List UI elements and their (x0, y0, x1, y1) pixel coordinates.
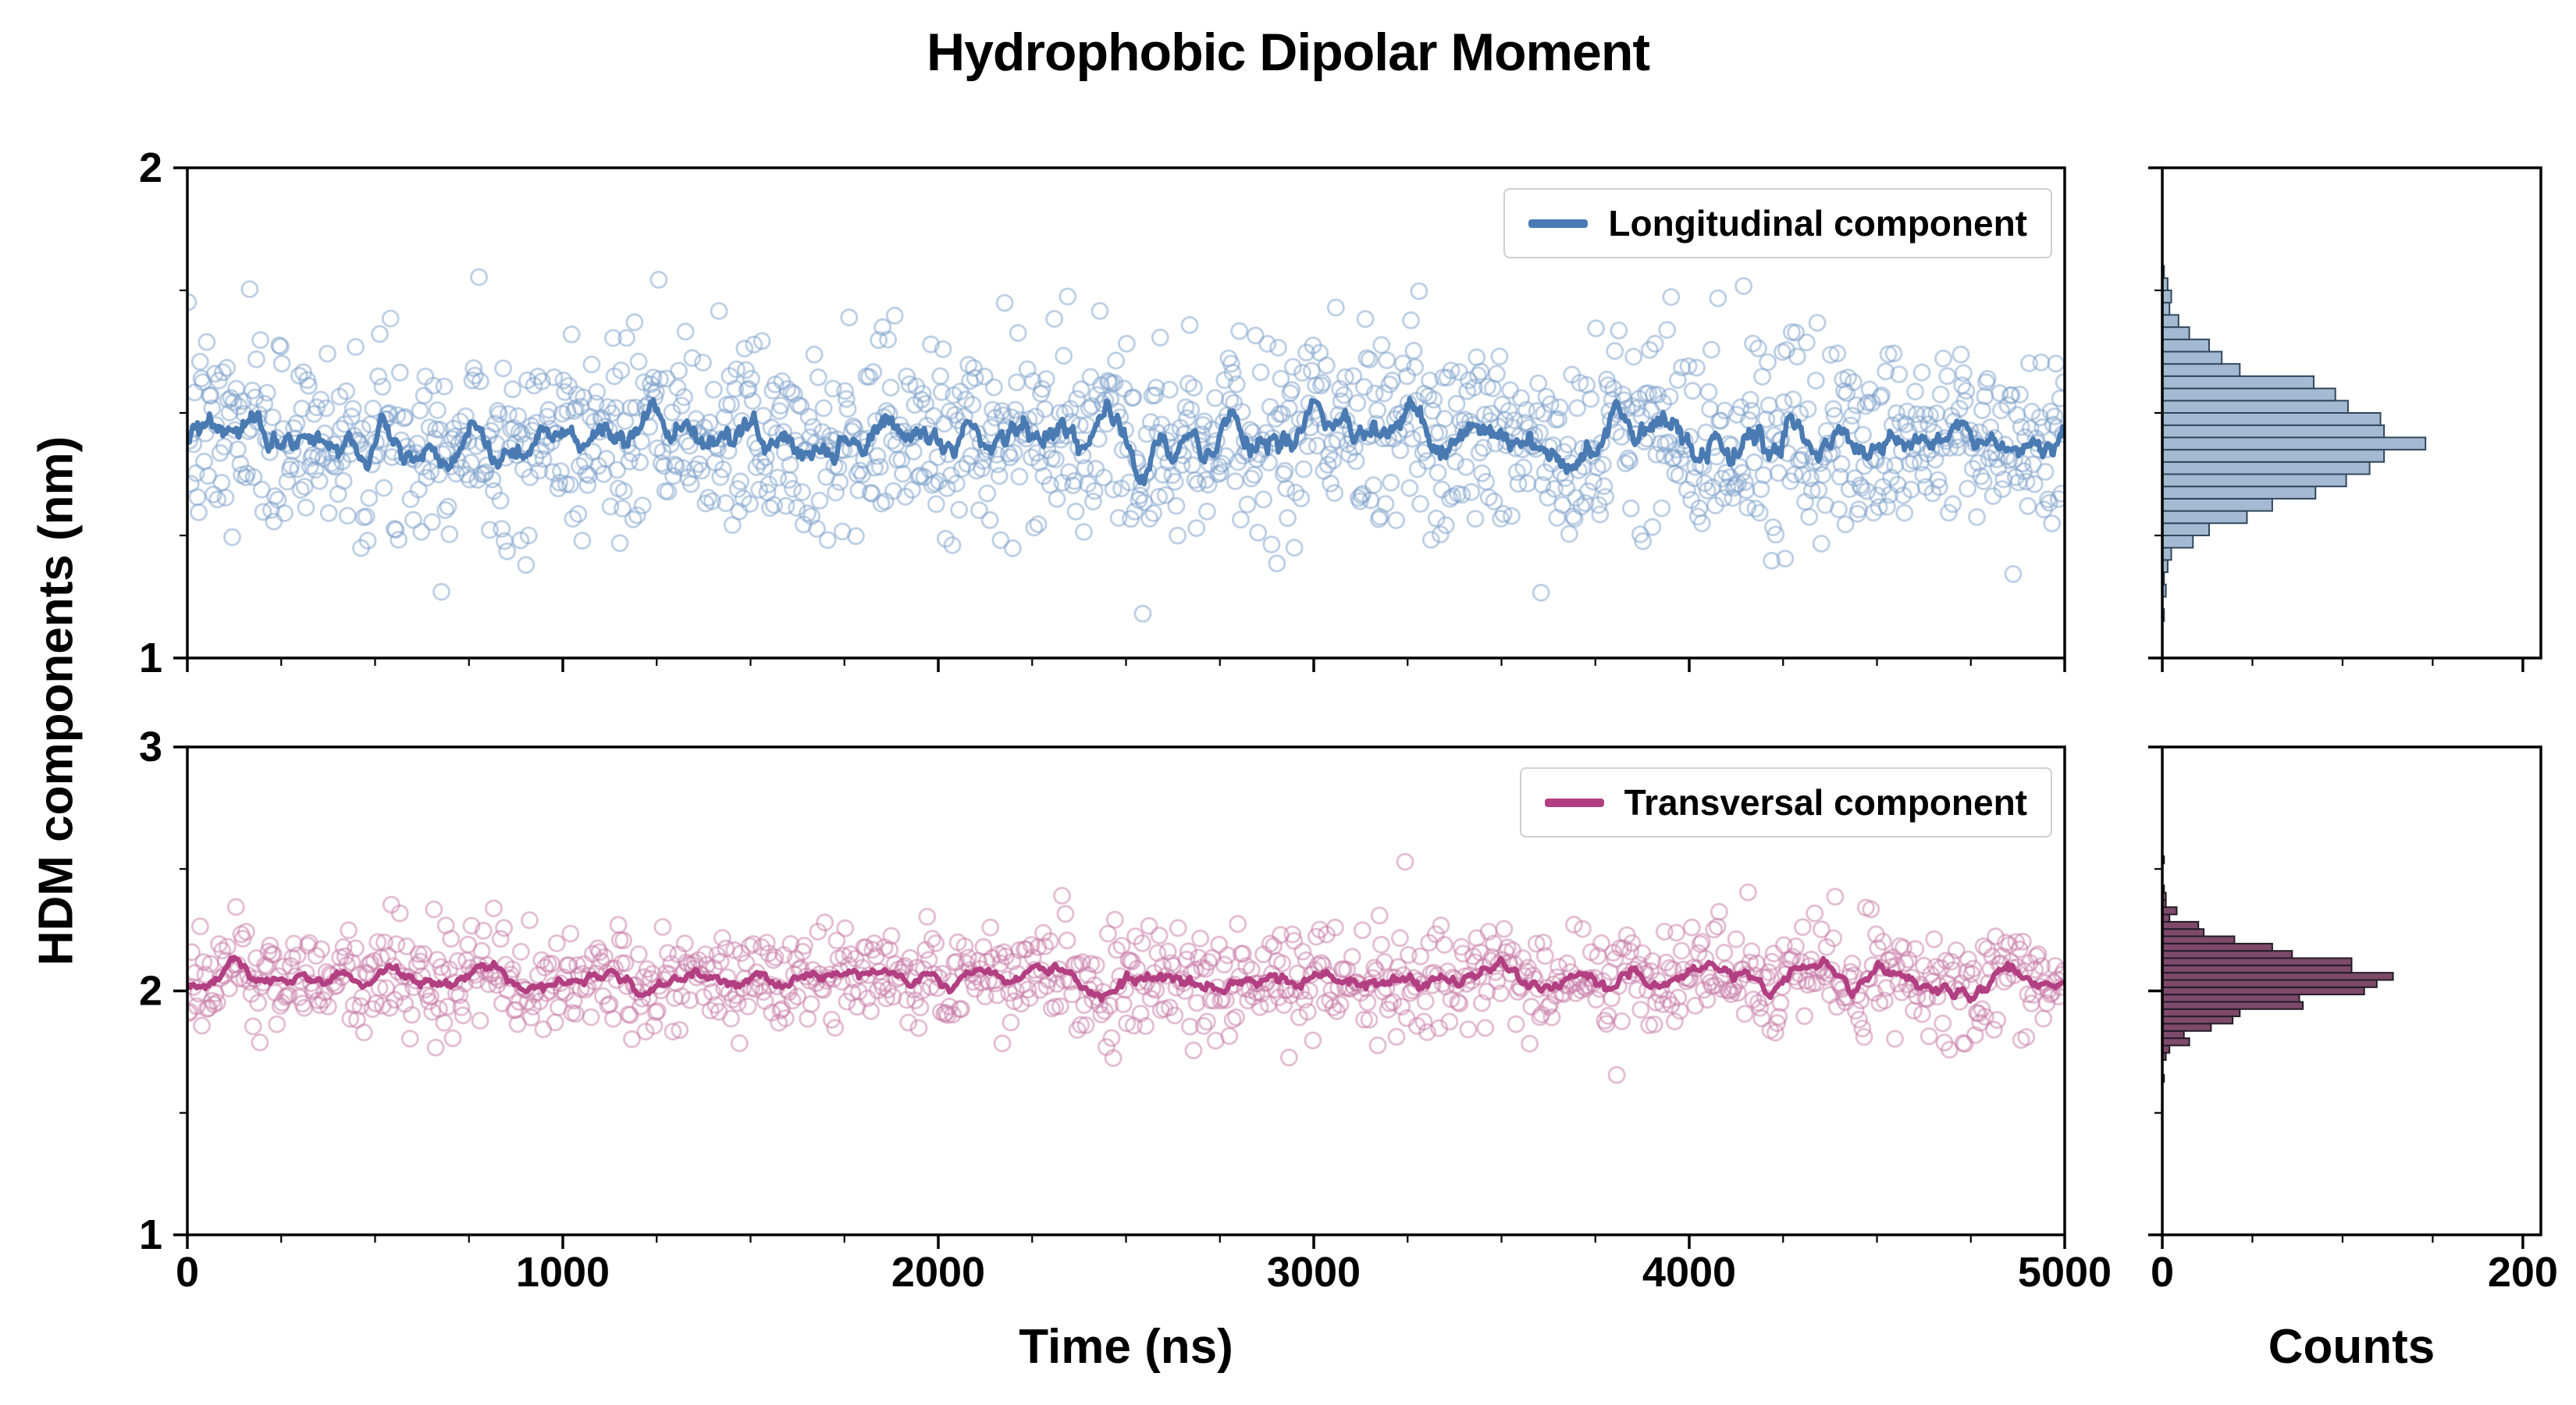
x-tick-label: 0 (2151, 1249, 2174, 1296)
longitudinal-histogram-plot (2148, 166, 2542, 672)
longitudinal-mean-line (187, 396, 2065, 487)
transversal-scatter-points (187, 852, 2065, 1084)
transversal-histogram-plot: 0 200 (2148, 745, 2558, 1296)
axes: 12 (139, 144, 2066, 681)
longitudinal-hist-bars (2161, 265, 2427, 622)
x-tick-label: 2000 (891, 1249, 985, 1296)
x-tick-label: 4000 (1642, 1249, 1736, 1296)
x-axis-label-counts: Counts (2268, 1320, 2435, 1374)
transversal-mean-line (187, 955, 2065, 1004)
transversal-hist-bars (2161, 855, 2394, 1083)
axes: 0 1000 2000 3000 4000 5000 1 2 3 (139, 724, 2112, 1296)
legend-label-transversal: Transversal component (1624, 782, 2027, 823)
x-tick-label: 3000 (1267, 1249, 1361, 1296)
axes: 0 200 (2148, 745, 2558, 1296)
x-tick-label: 5000 (2018, 1249, 2112, 1296)
y-axis-label-text: HDM components (nm) (29, 436, 84, 966)
legend-label-longitudinal: Longitudinal component (1608, 203, 2027, 244)
figure-title: Hydrophobic Dipolar Moment (927, 23, 1650, 82)
x-tick-label: 1000 (516, 1249, 610, 1296)
legend-longitudinal: Longitudinal component (1503, 188, 2052, 258)
y-tick-label: 2 (139, 144, 162, 191)
y-tick-label: 1 (139, 1211, 162, 1258)
longitudinal-scatter-points (187, 268, 2065, 623)
y-tick-label: 3 (139, 724, 162, 770)
transversal-timeseries-plot: 0 1000 2000 3000 4000 5000 1 2 3 (139, 724, 2112, 1296)
y-tick-label: 1 (139, 635, 162, 681)
y-tick-label: 2 (139, 968, 162, 1015)
x-axis-label-time: Time (ns) (1019, 1320, 1233, 1374)
transversal-line-swatch (1544, 798, 1604, 807)
axes (2148, 166, 2542, 672)
longitudinal-line-swatch (1528, 219, 1589, 228)
x-tick-label: 200 (2488, 1249, 2558, 1296)
legend-transversal: Transversal component (1519, 767, 2052, 838)
x-tick-label: 0 (176, 1249, 199, 1296)
longitudinal-timeseries-plot: 12 (139, 144, 2066, 681)
y-axis-label: HDM components (nm) (29, 436, 84, 966)
